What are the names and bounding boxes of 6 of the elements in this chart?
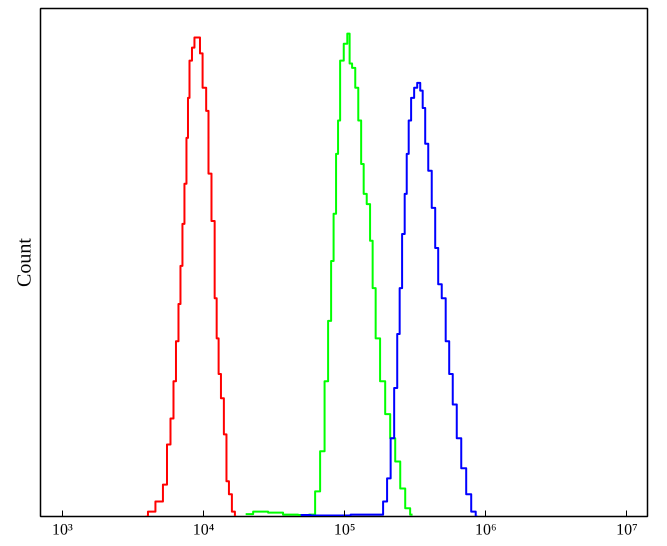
x-tick-label: 10⁶	[474, 522, 497, 538]
x-tick-label: 10⁷	[616, 522, 638, 538]
x-tick-label: 10⁴	[192, 522, 215, 538]
x-tick-label: 10⁵	[334, 522, 356, 538]
y-axis-title: Count	[14, 238, 36, 287]
x-tick-label: 10³	[52, 522, 73, 538]
